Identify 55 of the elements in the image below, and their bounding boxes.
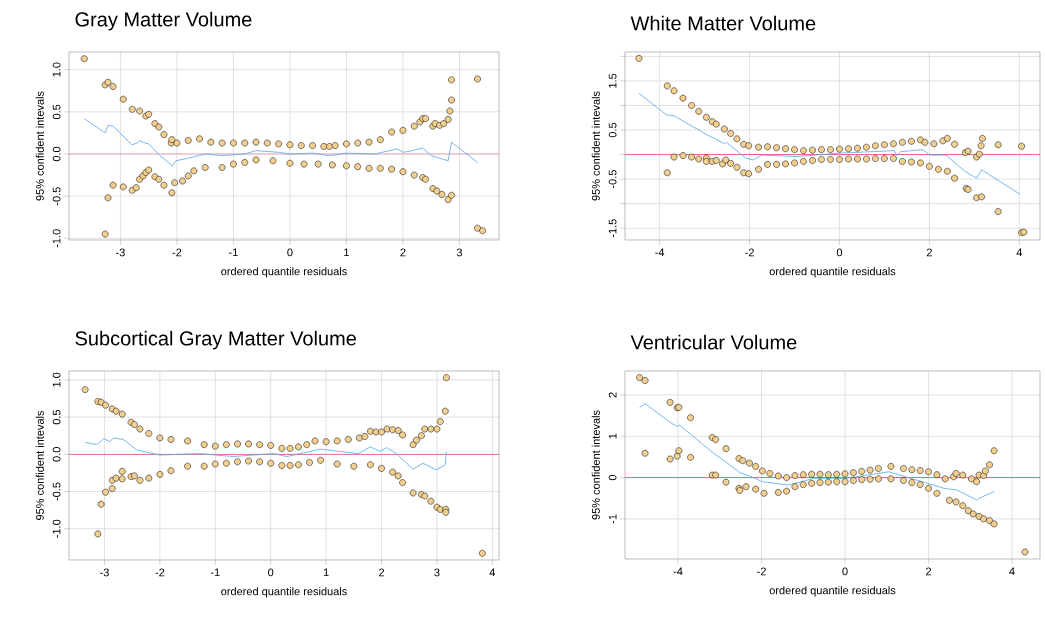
y-tick-label: 1.0 xyxy=(52,372,61,387)
y-tick-label: 0.0 xyxy=(52,447,61,462)
x-tick-label: 1 xyxy=(344,248,349,257)
x-tick-label: 4 xyxy=(1016,248,1023,257)
x-tick-label: 4 xyxy=(1009,567,1015,576)
y-tick-label: -1.0 xyxy=(52,229,61,248)
x-tick-label: 0 xyxy=(842,567,848,576)
y-tick-label: -0.5 xyxy=(608,170,617,189)
y-tick-label: -0.5 xyxy=(52,482,61,501)
y-tick-label: 0.5 xyxy=(52,409,61,425)
x-tick-label: 2 xyxy=(400,248,406,257)
y-tick-label: 0.5 xyxy=(608,122,617,138)
y-axis-title: 95% confident intevals xyxy=(591,91,600,201)
y-tick-label: 0.5 xyxy=(52,104,61,120)
y-tick-label: -1.0 xyxy=(52,519,61,538)
x-tick-label: 3 xyxy=(456,248,463,257)
x-tick-label: 0 xyxy=(287,248,293,257)
x-tick-label: 0 xyxy=(268,568,274,577)
chart-title: Ventricular Volume xyxy=(630,334,797,350)
x-tick-label: -2 xyxy=(745,248,754,257)
x-axis-title: ordered quantile residuals xyxy=(221,587,347,598)
x-tick-label: -4 xyxy=(655,248,665,257)
chart-title: Gray Matter Volume xyxy=(75,11,252,31)
x-tick-label: 2 xyxy=(379,568,385,577)
x-tick-label: 1 xyxy=(323,568,329,577)
x-axis-title: ordered quantile residuals xyxy=(769,267,896,278)
x-tick-label: -2 xyxy=(155,568,165,577)
x-tick-label: -3 xyxy=(100,568,109,577)
y-tick-label: 1.0 xyxy=(52,62,61,77)
x-tick-label: -2 xyxy=(172,248,182,257)
x-tick-label: 4 xyxy=(489,568,496,577)
x-tick-label: 2 xyxy=(926,567,932,576)
y-tick-label: 1 xyxy=(608,433,617,439)
x-tick-label: -1 xyxy=(210,568,220,577)
y-axis-title: 95% confident intevals xyxy=(35,91,44,201)
x-axis-title: ordered quantile residuals xyxy=(221,267,347,278)
x-tick-label: 3 xyxy=(434,568,440,577)
y-tick-label: 0 xyxy=(608,474,617,481)
y-axis-title: 95% confident intevals xyxy=(35,410,44,520)
x-tick-label: -4 xyxy=(673,567,683,576)
x-tick-label: 0 xyxy=(836,248,843,257)
x-tick-label: -1 xyxy=(229,248,238,257)
y-tick-label: 1.5 xyxy=(608,73,617,88)
y-tick-label: -1.5 xyxy=(608,219,617,238)
x-tick-label: -3 xyxy=(116,248,125,257)
x-axis-title: ordered quantile residuals xyxy=(769,586,896,597)
y-tick-label: -0.5 xyxy=(52,187,61,206)
y-tick-label: 2 xyxy=(608,392,617,398)
chart-title: White Matter Volume xyxy=(630,15,816,31)
y-tick-label: 0.0 xyxy=(52,146,61,162)
y-tick-label: -1 xyxy=(608,514,617,524)
y-axis-title: 95% confident intevals xyxy=(591,410,600,520)
chart-title: Subcortical Gray Matter Volume xyxy=(75,330,356,350)
x-tick-label: 2 xyxy=(926,248,932,257)
x-tick-label: -2 xyxy=(757,567,766,576)
